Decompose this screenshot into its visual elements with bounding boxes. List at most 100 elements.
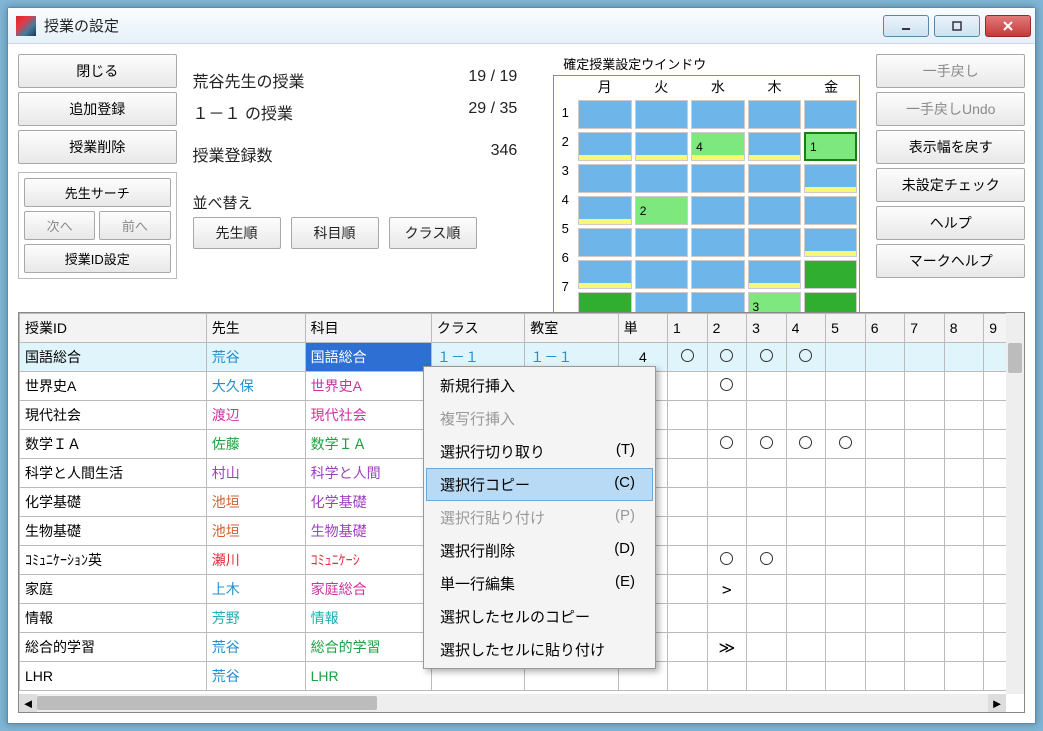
column-header[interactable]: 1 xyxy=(668,314,708,343)
table-cell[interactable]: 上木 xyxy=(206,575,305,604)
schedule-cell[interactable] xyxy=(691,100,744,129)
table-cell[interactable]: 現代社会 xyxy=(305,401,431,430)
schedule-cell[interactable]: 2 xyxy=(635,196,688,225)
table-cell[interactable] xyxy=(707,546,747,575)
undo-button[interactable]: 一手戻し xyxy=(876,54,1025,88)
table-cell[interactable]: 国語総合 xyxy=(20,343,207,372)
schedule-grid[interactable]: 月火水木金 1234567 4123 xyxy=(553,75,860,324)
table-cell[interactable]: 荒谷 xyxy=(206,343,305,372)
table-cell[interactable]: 科学と人間 xyxy=(305,459,431,488)
table-cell[interactable] xyxy=(786,343,826,372)
table-cell[interactable] xyxy=(865,662,905,691)
table-cell[interactable] xyxy=(668,372,708,401)
table-cell[interactable] xyxy=(668,430,708,459)
table-cell[interactable]: ≫ xyxy=(707,633,747,662)
unset-check-button[interactable]: 未設定チェック xyxy=(876,168,1025,202)
schedule-cell[interactable] xyxy=(804,228,857,257)
table-cell[interactable]: 国語総合 xyxy=(305,343,431,372)
column-header[interactable]: 7 xyxy=(905,314,945,343)
table-cell[interactable] xyxy=(747,488,787,517)
table-cell[interactable]: 情報 xyxy=(20,604,207,633)
table-cell[interactable] xyxy=(865,604,905,633)
table-cell[interactable] xyxy=(826,430,866,459)
column-header[interactable]: 単 xyxy=(618,314,667,343)
column-header[interactable]: 科目 xyxy=(305,314,431,343)
table-cell[interactable] xyxy=(707,401,747,430)
schedule-cell[interactable] xyxy=(804,196,857,225)
prev-button[interactable]: 前へ xyxy=(99,211,170,240)
id-setting-button[interactable]: 授業ID設定 xyxy=(24,244,171,273)
context-menu-item[interactable]: 選択行切り取り(T) xyxy=(426,435,653,468)
table-cell[interactable]: 村山 xyxy=(206,459,305,488)
context-menu-item[interactable]: 新規行挿入 xyxy=(426,369,653,402)
table-cell[interactable] xyxy=(747,459,787,488)
table-cell[interactable] xyxy=(944,343,984,372)
table-cell[interactable] xyxy=(905,546,945,575)
schedule-cell[interactable] xyxy=(578,164,631,193)
delete-button[interactable]: 授業削除 xyxy=(18,130,177,164)
table-cell[interactable] xyxy=(905,633,945,662)
table-cell[interactable] xyxy=(668,517,708,546)
table-cell[interactable]: 数学ＩＡ xyxy=(305,430,431,459)
table-cell[interactable] xyxy=(826,662,866,691)
table-cell[interactable] xyxy=(786,459,826,488)
table-cell[interactable] xyxy=(786,430,826,459)
table-cell[interactable] xyxy=(786,575,826,604)
table-cell[interactable]: 化学基礎 xyxy=(305,488,431,517)
table-cell[interactable] xyxy=(668,459,708,488)
close-button[interactable] xyxy=(985,15,1031,37)
table-cell[interactable] xyxy=(905,401,945,430)
table-cell[interactable]: 化学基礎 xyxy=(20,488,207,517)
schedule-cell[interactable] xyxy=(691,196,744,225)
table-cell[interactable] xyxy=(786,546,826,575)
schedule-cell[interactable]: 1 xyxy=(804,132,857,161)
table-cell[interactable]: 生物基礎 xyxy=(20,517,207,546)
schedule-cell[interactable] xyxy=(635,260,688,289)
table-cell[interactable]: 生物基礎 xyxy=(305,517,431,546)
table-cell[interactable] xyxy=(865,488,905,517)
table-cell[interactable] xyxy=(747,604,787,633)
table-cell[interactable] xyxy=(865,459,905,488)
table-cell[interactable]: 佐藤 xyxy=(206,430,305,459)
table-cell[interactable] xyxy=(707,517,747,546)
table-cell[interactable]: 科学と人間生活 xyxy=(20,459,207,488)
column-header[interactable]: 8 xyxy=(944,314,984,343)
table-cell[interactable] xyxy=(865,575,905,604)
column-header[interactable]: 授業ID xyxy=(20,314,207,343)
table-cell[interactable] xyxy=(905,343,945,372)
schedule-cell[interactable] xyxy=(804,164,857,193)
horizontal-scrollbar[interactable]: ◄ ► xyxy=(19,694,1006,712)
table-cell[interactable] xyxy=(944,633,984,662)
table-cell[interactable]: 総合的学習 xyxy=(20,633,207,662)
table-cell[interactable]: 池垣 xyxy=(206,517,305,546)
table-cell[interactable] xyxy=(707,459,747,488)
sort-subject-button[interactable]: 科目順 xyxy=(291,217,379,249)
next-button[interactable]: 次へ xyxy=(24,211,95,240)
table-cell[interactable] xyxy=(786,517,826,546)
column-header[interactable]: クラス xyxy=(431,314,524,343)
table-cell[interactable] xyxy=(668,662,708,691)
column-header[interactable]: 教室 xyxy=(525,314,618,343)
reset-width-button[interactable]: 表示幅を戻す xyxy=(876,130,1025,164)
table-cell[interactable]: 家庭総合 xyxy=(305,575,431,604)
schedule-cell[interactable] xyxy=(748,228,801,257)
table-cell[interactable] xyxy=(747,662,787,691)
table-cell[interactable]: LHR xyxy=(20,662,207,691)
table-cell[interactable]: 世界史A xyxy=(305,372,431,401)
table-cell[interactable] xyxy=(905,488,945,517)
table-cell[interactable] xyxy=(944,401,984,430)
table-cell[interactable] xyxy=(826,575,866,604)
table-cell[interactable] xyxy=(747,633,787,662)
table-cell[interactable] xyxy=(865,430,905,459)
table-cell[interactable] xyxy=(747,430,787,459)
table-cell[interactable] xyxy=(905,372,945,401)
table-cell[interactable] xyxy=(707,372,747,401)
table-cell[interactable] xyxy=(747,372,787,401)
context-menu[interactable]: 新規行挿入複写行挿入選択行切り取り(T)選択行コピー(C)選択行貼り付け(P)選… xyxy=(423,366,656,669)
schedule-cell[interactable] xyxy=(748,100,801,129)
table-cell[interactable] xyxy=(668,575,708,604)
context-menu-item[interactable]: 選択したセルに貼り付け xyxy=(426,633,653,666)
table-cell[interactable] xyxy=(668,633,708,662)
schedule-cell[interactable] xyxy=(578,260,631,289)
schedule-cell[interactable]: 4 xyxy=(691,132,744,161)
